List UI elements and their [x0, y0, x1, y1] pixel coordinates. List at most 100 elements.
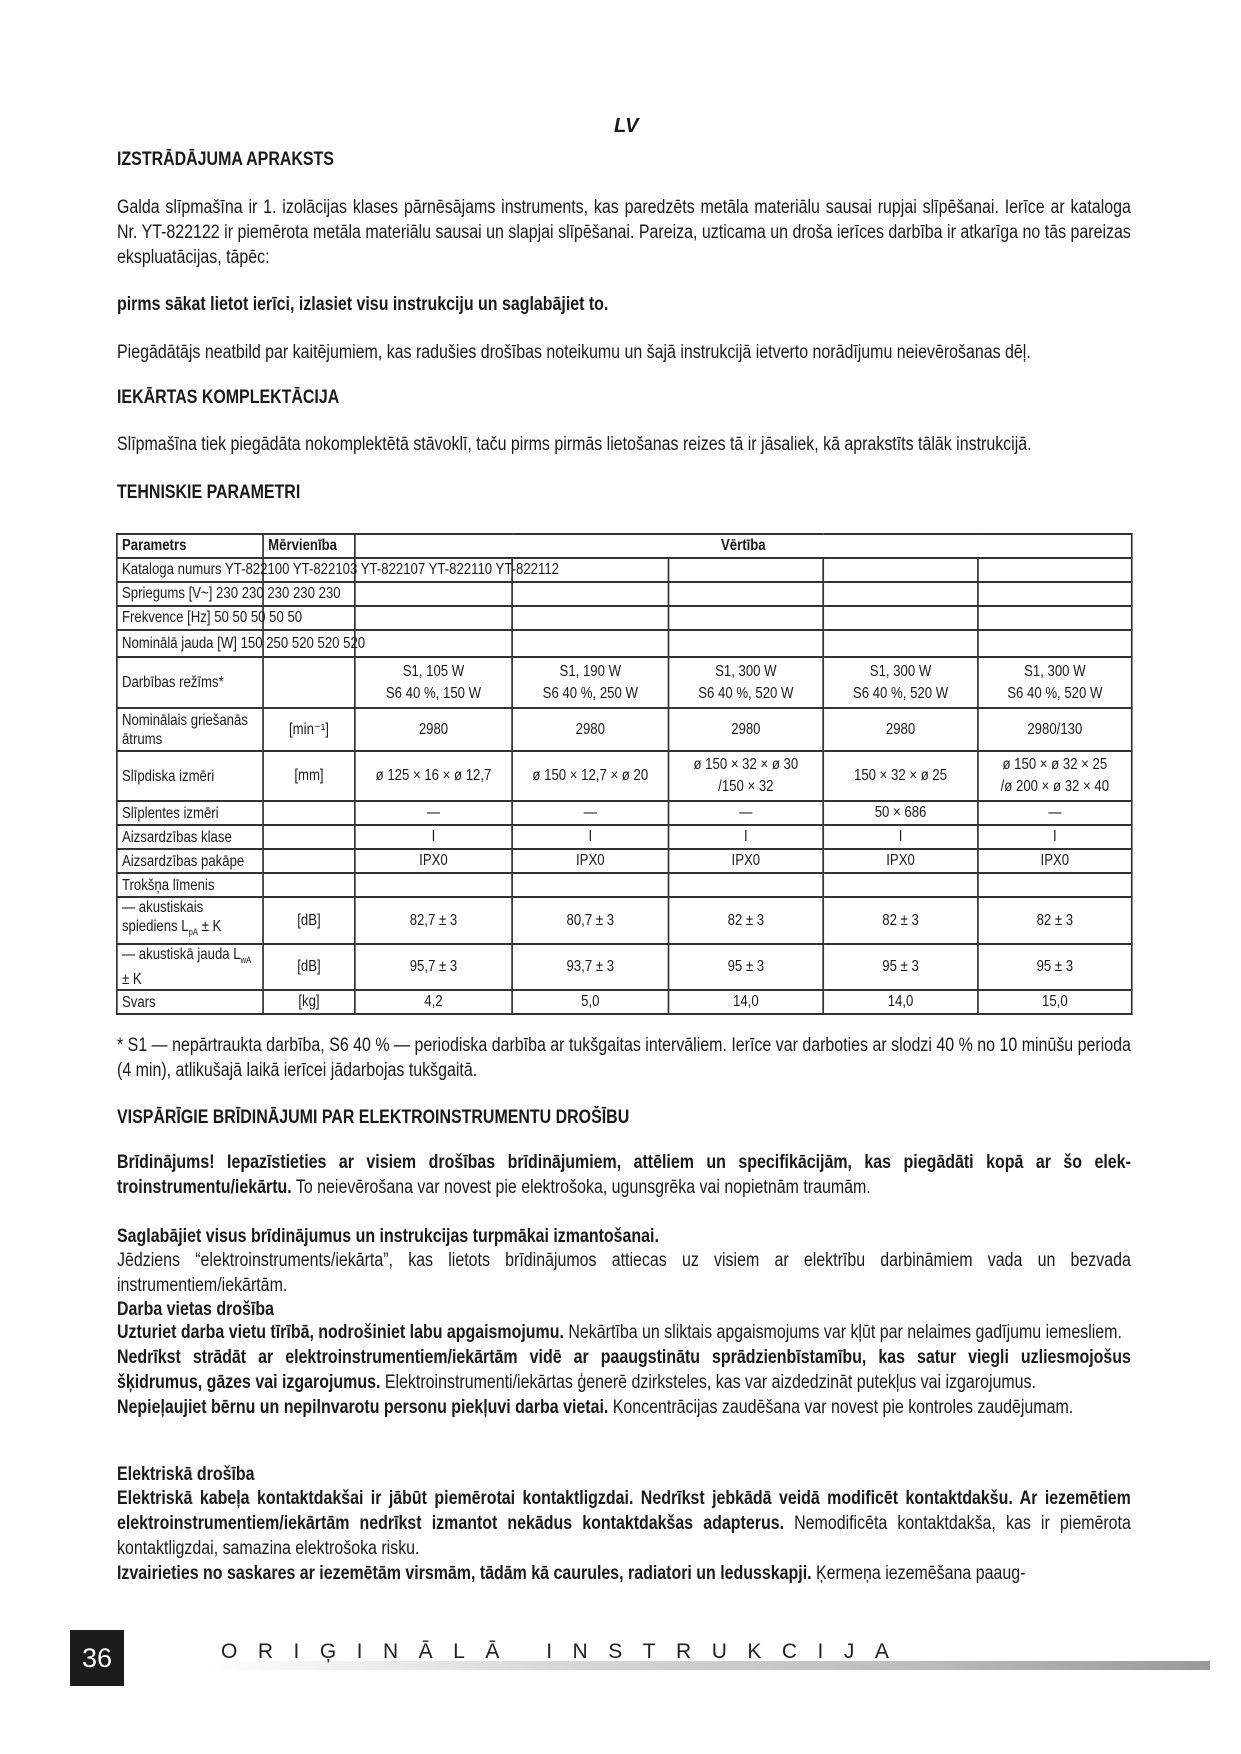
unit-cell: [262, 824, 356, 850]
param-suffix: ± K: [121, 971, 142, 989]
item-bold: Nepieļaujiet bērnu un nepilnvarotu perso…: [117, 1397, 609, 1418]
value-cell: I: [822, 824, 979, 850]
value-cell: 82,7 ± 3: [354, 896, 513, 945]
table-cell: [977, 629, 1133, 658]
value-cell: 82 ± 3: [977, 896, 1133, 945]
merged-row-text: Kataloga numurs YT-822100 YT-822103 YT-8…: [115, 557, 559, 583]
electrical-paragraph: Elektriskā kabeļa kontaktdakšai ir jābūt…: [117, 1486, 1131, 1586]
item-text: Koncentrācijas zaudēšana var novest pie …: [608, 1397, 1074, 1418]
table-cell: [822, 629, 979, 658]
work-area-heading: Darba vietas drošība: [117, 1299, 275, 1320]
footnote: * S1 — nepārtraukta darbība, S6 40 % — p…: [117, 1035, 1131, 1081]
param-cell: Aizsardzības klase: [115, 824, 264, 850]
table-cell: [511, 581, 670, 607]
unit-cell: [262, 800, 356, 826]
table-cell: [822, 557, 979, 583]
table-cell: [977, 581, 1133, 607]
value-cell: I: [977, 824, 1133, 850]
warning-paragraph: Brīdinājums! Iepazīstieties ar visiem dr…: [117, 1150, 1131, 1200]
value-cell: [667, 872, 825, 898]
unit-cell: [dB]: [262, 942, 356, 992]
section-heading-kit: IEKĀRTAS KOMPLEKTĀCIJA: [117, 387, 340, 408]
table-row: Kataloga numurs YT-822100 YT-822103 YT-8…: [115, 557, 1133, 583]
param-cell: Nominālais griešanās ātrums: [115, 707, 264, 752]
table-row: Nominālā jauda [W] 150 250 520 520 520: [115, 629, 1133, 658]
value-cell: IPX0: [354, 848, 513, 874]
value-cell: 95 ± 3: [822, 942, 979, 992]
item-text: Elektroinstrumenti/iekārtas ģenerē dzirk…: [380, 1372, 1036, 1393]
table-cell: [354, 629, 513, 658]
table-cell: [354, 581, 513, 607]
value-cell: [354, 872, 513, 898]
value-cell: 82 ± 3: [667, 896, 825, 945]
table-row: Darbības režīms* S1, 105 W S6 40 %, 150 W…: [115, 656, 1133, 709]
electrical-heading: Elektriskā drošība: [117, 1464, 255, 1485]
value-cell: 95,7 ± 3: [354, 942, 513, 992]
value-cell: IPX0: [977, 848, 1133, 874]
unit-cell: [min⁻¹]: [262, 707, 356, 752]
value-cell: [822, 872, 979, 898]
table-row: — akustiskais spiediens LpA ± K [dB] 82,7 …: [115, 896, 1133, 945]
item-text: Nemodificēta kontakt­dakša, kas ir piemē…: [117, 1513, 1131, 1559]
value-cell: S1, 300 W S6 40 %, 520 W: [977, 656, 1133, 709]
table-row: Slīplentes izmēri — — —50 × 686—: [115, 800, 1133, 826]
work-area-item: Nepieļaujiet bērnu un nepilnvarotu perso…: [117, 1395, 1131, 1420]
param-label: Slīplentes izmēri: [121, 804, 219, 822]
header-cell: Vērtība: [353, 533, 1133, 559]
value-cell: —: [354, 800, 513, 826]
param-label: — akustiskais spiediens L: [121, 899, 204, 936]
value-cell: I: [511, 824, 670, 850]
value-cell: —: [977, 800, 1133, 826]
section-heading-tech: TEHNISKIE PARAMETRI: [117, 482, 301, 503]
item-text: Ķermeņa iezemēšana paaug-: [811, 1563, 1026, 1584]
value-cell: S1, 105 W S6 40 %, 150 W: [354, 656, 513, 709]
param-cell: Trokšņa līmenis: [115, 872, 264, 898]
value-cell: —: [511, 800, 670, 826]
param-label: Darbības režīms*: [121, 674, 224, 691]
value-cell: 82 ± 3: [822, 896, 979, 945]
value-cell: 14,0: [822, 989, 979, 1016]
param-cell: Darbības režīms*: [115, 656, 264, 709]
table-row: Nominālais griešanās ātrums [min⁻¹] 2980 29…: [115, 707, 1133, 752]
param-cell: — akustiskais spiediens LpA ± K: [115, 896, 264, 945]
item-bold: Uzturiet darba vietu tīrībā, nodrošiniet…: [117, 1322, 564, 1343]
value-cell: 2980: [667, 707, 825, 752]
table-row: Slīpdiska izmēri [mm] ø 125 × 16 × ø 12,7 ø…: [115, 750, 1133, 802]
unit-cell: [262, 872, 356, 898]
param-cell: Slīplentes izmēri: [115, 800, 264, 826]
param-label: Svars: [121, 993, 156, 1011]
value-cell: 80,7 ± 3: [511, 896, 670, 945]
merged-row-text: Frekvence [Hz] 50 50 50 50 50: [115, 605, 302, 631]
value-cell: I: [354, 824, 513, 850]
item-bold: Nedrīkst strādāt ar elektroinstrumentiem…: [117, 1347, 1131, 1393]
warning-text: To neievērošana var novest pie elektrošo…: [291, 1177, 871, 1198]
table-cell: [262, 605, 356, 631]
merged-row-text: Nominālā jauda [W] 150 250 520 520 520: [115, 629, 365, 658]
tech-params-table-wrap: Parametrs Mērvienība Vērtība Kataloga numur…: [115, 533, 1133, 1016]
table-row: Spriegums [V~] 230 230 230 230 230: [115, 581, 1133, 607]
param-cell: Aizsardzības pakāpe: [115, 848, 264, 874]
param-cell: Slīpdiska izmēri: [115, 750, 264, 802]
definition-paragraph: Jēdziens “elektroinstruments/iekārta”, k…: [117, 1250, 1131, 1296]
header-cell: Mērvienība: [262, 533, 356, 559]
table-cell: [354, 605, 513, 631]
electrical-item: Izvairieties no saskares ar iezemētām vi…: [117, 1561, 1131, 1586]
disclaimer-paragraph: Piegādātājs neatbild par kaitējumiem, ka…: [117, 342, 1031, 363]
value-cell: 95 ± 3: [667, 942, 825, 992]
value-cell: IPX0: [511, 848, 670, 874]
table-cell: [977, 605, 1133, 631]
value-cell: ø 150 × ø 32 × 25 /ø 200 × ø 32 × 40: [977, 750, 1133, 802]
value-cell: [977, 872, 1133, 898]
table-cell: [262, 581, 356, 607]
table-row: Frekvence [Hz] 50 50 50 50 50: [115, 605, 1133, 631]
table-cell: [262, 557, 356, 583]
footer-gradient-bar: [203, 1661, 1210, 1670]
value-cell: ø 125 × 16 × ø 12,7: [354, 750, 513, 802]
table-row: — akustiskā jauda LwA ± K [dB] 95,7 ± 3 93,…: [115, 942, 1133, 992]
item-text: Nekārtība un sliktais apgaismojums var k…: [563, 1322, 1122, 1343]
value-cell: 5,0: [511, 989, 670, 1016]
param-label: — akustiskā jauda L: [121, 946, 241, 963]
param-subscript: pA: [188, 927, 198, 938]
param-subscript: wA: [240, 955, 252, 966]
value-cell: 50 × 686: [822, 800, 979, 826]
